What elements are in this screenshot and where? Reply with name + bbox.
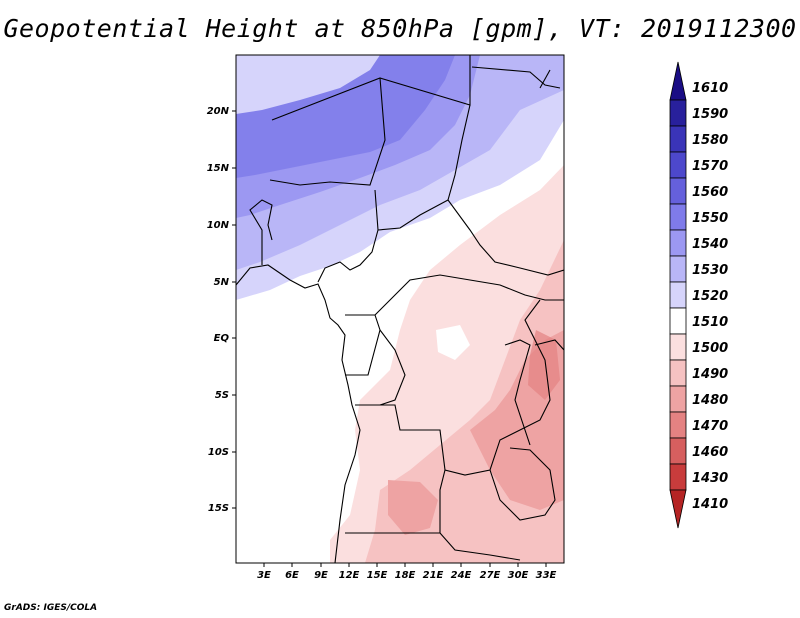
- colorbar-label: 1560: [692, 185, 728, 200]
- lon-label: 18E: [395, 570, 416, 581]
- shaded-field: [236, 55, 564, 563]
- colorbar-label: 1430: [692, 471, 728, 486]
- lat-label: EQ: [214, 333, 230, 344]
- colorbar-label: 1590: [692, 107, 728, 122]
- colorbar-label: 1530: [692, 263, 728, 278]
- colorbar-swatch: [669, 333, 687, 361]
- map-frame: [235, 54, 565, 564]
- lat-label: 5S: [215, 390, 229, 401]
- colorbar-swatch: [669, 463, 687, 491]
- colorbar-swatch: [669, 359, 687, 387]
- colorbar-label: 1410: [692, 497, 728, 512]
- lon-label: 12E: [339, 570, 360, 581]
- colorbar-swatch: [669, 99, 687, 127]
- colorbar-swatch: [669, 229, 687, 257]
- colorbar-label: 1570: [692, 159, 728, 174]
- colorbar-swatch: [669, 177, 687, 205]
- chart-title: Geopotential Height at 850hPa [gpm], VT:…: [3, 14, 797, 43]
- lat-label: 10S: [208, 447, 229, 458]
- lon-label: 3E: [257, 570, 271, 581]
- lon-label: 6E: [285, 570, 299, 581]
- colorbar-swatch: [669, 61, 687, 101]
- axis-labels: 3E 6E 9E 12E 15E 18E 21E 24E 27E 30E 33E…: [207, 106, 557, 581]
- colorbar-swatch: [669, 255, 687, 283]
- colorbar-swatch: [669, 125, 687, 153]
- lat-label: 5N: [214, 277, 230, 288]
- colorbar-label: 1610: [692, 81, 728, 96]
- colorbar-label: 1500: [692, 341, 728, 356]
- colorbar-label: 1580: [692, 133, 728, 148]
- country-borders: [236, 55, 564, 563]
- lat-label: 10N: [207, 220, 230, 231]
- lat-label: 20N: [207, 106, 230, 117]
- colorbar-label: 1490: [692, 367, 728, 382]
- lon-label: 30E: [508, 570, 529, 581]
- colorbar-label: 1540: [692, 237, 728, 252]
- lon-label: 9E: [314, 570, 328, 581]
- colorbar: 1610 1590 1580 1570 1560 1550 1540 1530 1520 1510…: [669, 61, 728, 529]
- colorbar-swatch: [669, 307, 687, 335]
- lon-label: 21E: [423, 570, 444, 581]
- colorbar-label: 1550: [692, 211, 728, 226]
- colorbar-swatch: [669, 203, 687, 231]
- lon-label: 15E: [367, 570, 388, 581]
- coastline: [236, 264, 361, 563]
- lat-label: 15N: [207, 163, 230, 174]
- colorbar-label: 1510: [692, 315, 728, 330]
- credit-label: GrADS: IGES/COLA: [4, 603, 98, 613]
- colorbar-swatch: [669, 411, 687, 439]
- colorbar-label: 1520: [692, 289, 728, 304]
- lon-label: 27E: [480, 570, 501, 581]
- colorbar-label: 1480: [692, 393, 728, 408]
- colorbar-swatch: [669, 385, 687, 413]
- colorbar-swatch: [669, 437, 687, 465]
- lon-label: 24E: [451, 570, 472, 581]
- lon-label: 33E: [536, 570, 557, 581]
- colorbar-label: 1470: [692, 419, 728, 434]
- colorbar-swatch: [669, 489, 687, 529]
- colorbar-swatch: [669, 151, 687, 179]
- lat-label: 15S: [208, 503, 229, 514]
- colorbar-label: 1460: [692, 445, 728, 460]
- colorbar-swatch: [669, 281, 687, 309]
